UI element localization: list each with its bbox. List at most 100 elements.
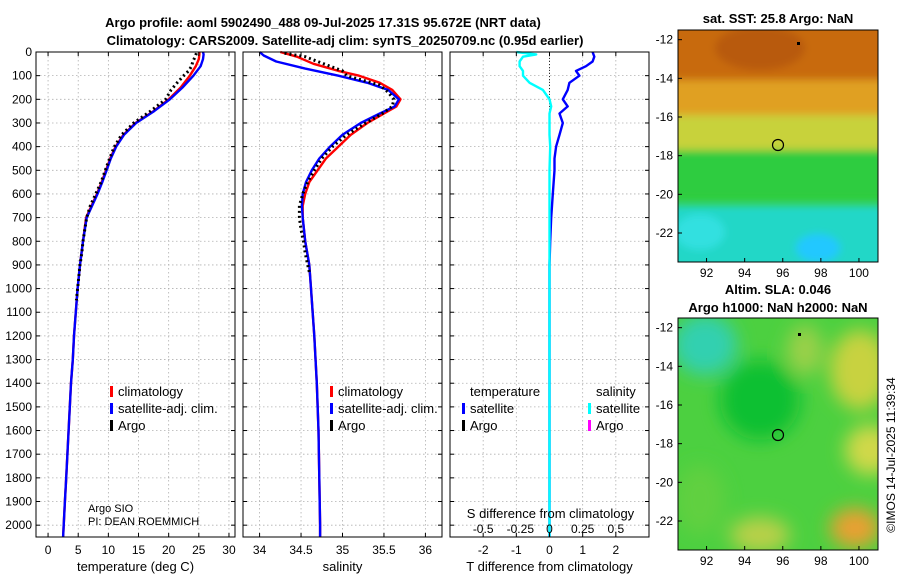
legend-label-climatology: climatology [338,384,404,399]
plot-area [36,52,235,537]
sst-orange-band [678,80,878,120]
map-x-tick-label: 100 [849,554,869,568]
x-tick-label: 5 [75,543,82,557]
legend-label-temp-argo: Argo [470,418,497,433]
y-tick-label: 1400 [5,376,32,390]
map-x-tick-label: 94 [738,266,752,280]
sla-profile-marker [771,428,785,442]
legend-label-climatology: climatology [118,384,184,399]
sla-yellow-blob-ne [830,330,878,410]
sst-heatmap [678,30,878,262]
legend-swatch-argo [330,420,333,431]
legend-label-satellite: satellite-adj. clim. [338,401,438,416]
secondary-x-tick-label: -0.25 [507,522,535,536]
figure-title-line2: Climatology: CARS2009. Satellite-adj cli… [107,33,584,48]
y-tick-label: 1300 [5,353,32,367]
y-tick-label: 500 [12,163,32,177]
salinity-panel: 34 34.5 35 35.5 36 salinity [242,50,443,574]
sla-yellow-blob-n [787,325,823,375]
sst-map-axes: 92 94 96 98 100 -12 -14 -16 -18 -20 -22 [656,33,870,280]
x-tick-label: -2 [478,543,489,557]
map-y-tick-label: -14 [656,71,674,85]
legend-group-temperature: temperature [470,384,540,399]
secondary-x-axis-label: S difference from climatology [467,506,635,521]
x-tick-label: 15 [132,543,146,557]
sla-yellow-blob-e [845,425,878,475]
map-y-tick-label: -14 [656,359,674,373]
x-axis-label: T difference from climatology [466,559,633,574]
sla-yellow-blob-s [730,517,790,550]
sst-map-frame [677,29,879,263]
map-x-tick-label: 96 [776,266,790,280]
y-tick-label: 1100 [6,305,32,319]
difference-legend: temperature satellite Argo salinity sate… [462,384,640,433]
series-line [74,52,198,301]
argo-institution: Argo SIO [88,503,134,515]
sst-green-band [678,150,878,200]
legend-swatch-argo [110,420,113,431]
sla-green-blob-sw [678,465,725,535]
map-y-tick-label: -22 [656,514,674,528]
difference-panel: -2 -1 0 1 2 T difference from climatology S di… [449,50,650,574]
secondary-x-tick-label: 0 [546,522,553,536]
salinity-legend: climatology satellite-adj. clim. Argo [330,384,438,433]
series-line [258,51,401,537]
x-tick-label: 2 [612,543,619,557]
map-x-tick-label: 92 [700,266,714,280]
y-tick-label: 600 [12,187,32,201]
temperature-panel: 0 5 10 15 20 25 300100200300400500600700800900… [5,45,236,574]
secondary-x-tick-label: 0.5 [607,522,624,536]
y-tick-label: 200 [12,92,32,106]
x-tick-label: 34 [253,543,267,557]
series-line [61,51,205,538]
y-tick-label: 2000 [5,518,32,532]
legend-swatch-satellite [110,403,113,414]
sst-warm-spot [715,30,805,70]
sst-cool-spot [796,234,840,262]
legend-swatch-sal-argo [588,420,591,431]
map-y-tick-label: -22 [656,226,674,240]
y-tick-label: 0 [25,45,32,59]
sla-map-title-line1: Altim. SLA: 0.046 [725,282,831,297]
y-tick-label: 1000 [5,282,32,296]
map-y-tick-label: -16 [656,398,674,412]
x-tick-label: 34.5 [289,543,313,557]
legend-label-sal-satellite: satellite [596,401,640,416]
legend-swatch-satellite [330,403,333,414]
sla-map-title-line2: Argo h1000: NaN h2000: NaN [688,300,867,315]
figure-title-line1: Argo profile: aoml 5902490_488 09-Jul-20… [105,15,541,30]
sst-profile-marker [771,138,785,152]
map-x-tick-label: 96 [776,554,790,568]
x-tick-label: 10 [102,543,116,557]
legend-label-temp-satellite: satellite [470,401,514,416]
legend-label-satellite: satellite-adj. clim. [118,401,218,416]
legend-label-argo: Argo [338,418,365,433]
x-tick-label: 20 [162,543,176,557]
legend-swatch-sal-satellite [588,403,591,414]
y-tick-label: 1500 [5,400,32,414]
y-tick-label: 700 [12,211,32,225]
x-tick-label: 0 [546,543,553,557]
sst-map-title: sat. SST: 25.8 Argo: NaN [703,11,854,26]
plot-frame [35,51,236,538]
series-line [516,50,553,537]
sla-green-blob [720,360,800,440]
map-y-tick-label: -12 [656,33,674,47]
map-y-tick-label: -18 [656,149,674,163]
map-x-tick-label: 94 [738,554,752,568]
sst-float-track [797,42,800,45]
sla-float-track [798,333,801,336]
y-tick-label: 1800 [5,471,32,485]
sla-map-axes: 92 94 96 98 100 -12 -14 -16 -18 -20 -22 [656,321,870,568]
map-x-tick-label: 100 [849,266,869,280]
map-y-tick-label: -18 [656,437,674,451]
x-tick-label: -1 [511,543,522,557]
legend-swatch-climatology [110,386,113,397]
secondary-x-tick-label: 0.25 [571,522,595,536]
y-tick-label: 400 [12,140,32,154]
secondary-x-tick-label: -0.5 [473,522,494,536]
y-tick-label: 800 [12,234,32,248]
x-tick-label: 30 [222,543,236,557]
map-y-tick-label: -20 [656,187,674,201]
